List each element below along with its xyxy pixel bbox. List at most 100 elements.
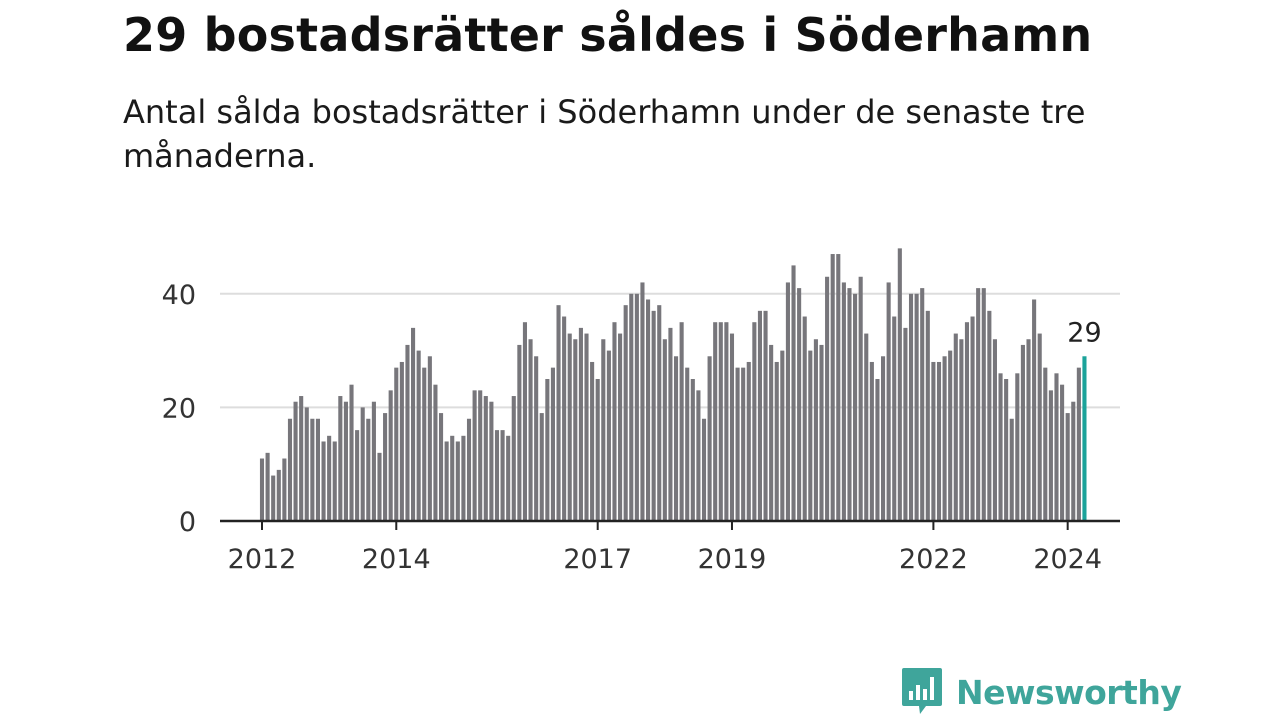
bar bbox=[1048, 390, 1053, 521]
x-tick-label: 2019 bbox=[698, 544, 767, 575]
bar bbox=[321, 441, 326, 521]
bar bbox=[640, 282, 645, 521]
bar bbox=[646, 299, 651, 521]
bar bbox=[494, 430, 500, 521]
bar bbox=[757, 310, 762, 521]
bar bbox=[925, 310, 930, 521]
bar-highlight bbox=[1082, 356, 1087, 521]
bar bbox=[1004, 379, 1009, 521]
bar bbox=[903, 327, 908, 521]
y-tick-label: 20 bbox=[162, 393, 196, 424]
bar bbox=[735, 367, 740, 521]
bar bbox=[696, 390, 701, 521]
bar bbox=[1020, 344, 1025, 521]
bar bbox=[338, 396, 343, 521]
bar bbox=[830, 254, 835, 522]
bar bbox=[970, 316, 975, 521]
bar bbox=[858, 276, 863, 521]
bar bbox=[388, 390, 393, 521]
bar bbox=[1037, 333, 1042, 521]
newsworthy-logo-icon bbox=[902, 668, 942, 714]
bar bbox=[881, 356, 886, 521]
x-tick-label: 2012 bbox=[228, 544, 297, 575]
bar bbox=[332, 441, 337, 521]
bar bbox=[813, 339, 818, 521]
bar bbox=[769, 344, 774, 521]
bar bbox=[427, 356, 432, 521]
bar bbox=[836, 254, 841, 522]
bar bbox=[466, 418, 472, 521]
bar bbox=[438, 413, 444, 521]
bar bbox=[864, 333, 869, 521]
bar bbox=[908, 293, 914, 521]
bar bbox=[539, 413, 544, 521]
bar bbox=[327, 435, 332, 521]
bar bbox=[310, 418, 315, 521]
bar bbox=[416, 350, 421, 521]
bar bbox=[673, 356, 679, 521]
bar bbox=[802, 316, 807, 521]
bar bbox=[763, 310, 768, 521]
bar bbox=[797, 288, 802, 521]
bar bbox=[841, 282, 846, 521]
bar bbox=[287, 418, 293, 521]
bar bbox=[959, 339, 964, 521]
bar bbox=[299, 396, 304, 521]
bar bbox=[545, 379, 550, 521]
bar bbox=[785, 282, 790, 521]
bar bbox=[265, 452, 270, 521]
bar bbox=[411, 327, 416, 521]
bar bbox=[567, 333, 572, 521]
bars bbox=[259, 248, 1087, 522]
bar bbox=[450, 435, 455, 521]
bar bbox=[657, 305, 662, 521]
bar-value-label: 29 bbox=[1067, 317, 1101, 348]
bar bbox=[394, 367, 399, 521]
bar bbox=[1043, 367, 1048, 521]
bar bbox=[612, 322, 617, 521]
bar bbox=[472, 390, 477, 521]
bar bbox=[713, 322, 718, 521]
bar bbox=[1009, 418, 1014, 521]
bar bbox=[774, 361, 779, 521]
bar bbox=[550, 367, 555, 521]
bar bbox=[875, 379, 880, 521]
bar bbox=[976, 288, 981, 521]
bar bbox=[808, 350, 813, 521]
bar bbox=[584, 333, 589, 521]
bar bbox=[444, 441, 449, 521]
bar bbox=[948, 350, 953, 521]
bar bbox=[679, 322, 684, 521]
bar bbox=[1032, 299, 1037, 521]
bar bbox=[825, 276, 830, 521]
bar bbox=[634, 293, 639, 521]
bar bbox=[601, 339, 606, 521]
bar bbox=[293, 401, 298, 521]
bar bbox=[355, 430, 360, 521]
chart-subtitle: Antal sålda bostadsrätter i Söderhamn un… bbox=[123, 93, 1086, 175]
bar bbox=[578, 327, 583, 521]
bar bbox=[701, 418, 707, 521]
bar bbox=[528, 339, 533, 521]
bar bbox=[981, 288, 986, 521]
bar bbox=[377, 452, 382, 521]
bar bbox=[662, 339, 667, 521]
bar bbox=[892, 316, 897, 521]
bar bbox=[1054, 373, 1059, 521]
x-tick-label: 2022 bbox=[899, 544, 968, 575]
bar bbox=[964, 322, 970, 521]
bar bbox=[623, 305, 628, 521]
bar bbox=[522, 322, 528, 521]
bar bbox=[455, 441, 460, 521]
bar bbox=[366, 418, 371, 521]
bar bbox=[360, 407, 365, 521]
x-tick-label: 2014 bbox=[362, 544, 431, 575]
bar bbox=[383, 413, 388, 521]
brand-logo: Newsworthy bbox=[902, 668, 1182, 716]
bar bbox=[511, 396, 516, 521]
bar bbox=[461, 435, 466, 521]
bar bbox=[914, 293, 919, 521]
bar bbox=[729, 333, 735, 521]
bar bbox=[953, 333, 958, 521]
